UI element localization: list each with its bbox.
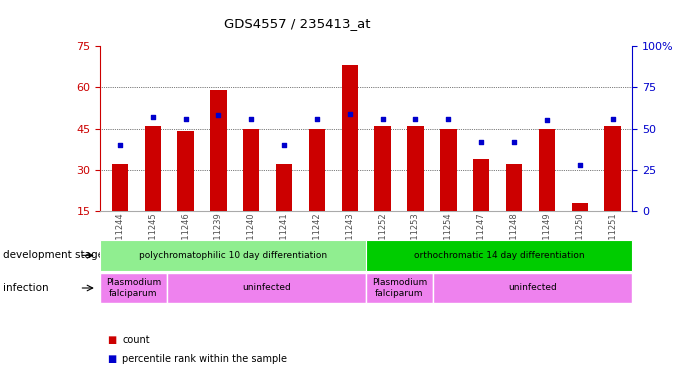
Text: development stage: development stage bbox=[3, 250, 104, 260]
Point bbox=[410, 116, 421, 122]
Text: orthochromatic 14 day differentiation: orthochromatic 14 day differentiation bbox=[414, 251, 585, 260]
Bar bbox=[341, 65, 358, 211]
Text: GDS4557 / 235413_at: GDS4557 / 235413_at bbox=[224, 17, 370, 30]
Text: ■: ■ bbox=[107, 354, 116, 364]
Text: uninfected: uninfected bbox=[242, 283, 291, 293]
Point bbox=[246, 116, 257, 122]
Text: uninfected: uninfected bbox=[508, 283, 557, 293]
Bar bbox=[144, 126, 161, 211]
Bar bbox=[539, 129, 555, 211]
Point bbox=[607, 116, 618, 122]
Bar bbox=[407, 126, 424, 211]
Point bbox=[312, 116, 323, 122]
Text: Plasmodium
falciparum: Plasmodium falciparum bbox=[106, 278, 161, 298]
Point bbox=[377, 116, 388, 122]
Text: percentile rank within the sample: percentile rank within the sample bbox=[122, 354, 287, 364]
Text: ■: ■ bbox=[107, 335, 116, 345]
Text: polychromatophilic 10 day differentiation: polychromatophilic 10 day differentiatio… bbox=[139, 251, 328, 260]
Bar bbox=[243, 129, 260, 211]
Bar bbox=[309, 129, 325, 211]
Bar bbox=[178, 131, 193, 211]
Point bbox=[115, 142, 126, 148]
Bar bbox=[473, 159, 489, 211]
Bar bbox=[571, 203, 588, 211]
Point bbox=[574, 162, 585, 168]
Bar bbox=[112, 164, 128, 211]
Bar bbox=[506, 164, 522, 211]
Bar bbox=[210, 90, 227, 211]
Text: infection: infection bbox=[3, 283, 49, 293]
Point bbox=[509, 139, 520, 145]
Text: Plasmodium
falciparum: Plasmodium falciparum bbox=[372, 278, 427, 298]
Bar bbox=[605, 126, 621, 211]
Bar bbox=[375, 126, 391, 211]
Point bbox=[541, 118, 552, 124]
Point bbox=[475, 139, 486, 145]
Point bbox=[147, 114, 158, 120]
Point bbox=[443, 116, 454, 122]
Point bbox=[213, 113, 224, 119]
Bar bbox=[276, 164, 292, 211]
Text: count: count bbox=[122, 335, 150, 345]
Point bbox=[344, 111, 355, 117]
Point bbox=[180, 116, 191, 122]
Bar bbox=[440, 129, 457, 211]
Point bbox=[278, 142, 290, 148]
